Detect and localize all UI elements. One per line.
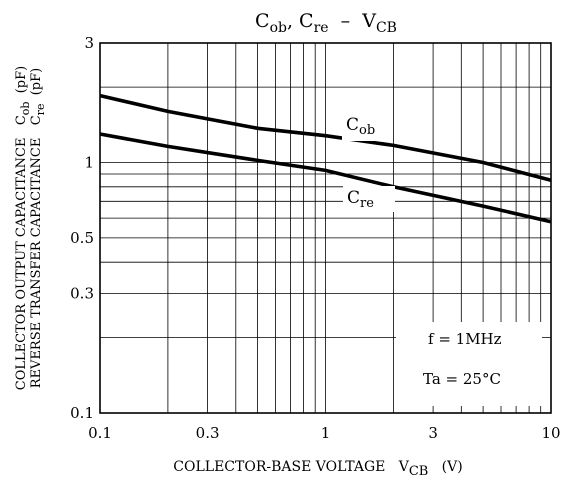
series-label-cob: Cob bbox=[346, 115, 375, 138]
cre-label-bg bbox=[343, 186, 395, 212]
x-axis-label: COLLECTOR-BASE VOLTAGE VCB (V) bbox=[173, 459, 462, 479]
x-tick-label: 0.3 bbox=[196, 424, 220, 442]
annotation-temperature: Ta = 25°C bbox=[423, 370, 501, 388]
annotation-box bbox=[396, 322, 542, 406]
y-tick-label: 0.1 bbox=[70, 404, 94, 422]
plot-frame bbox=[99, 42, 552, 414]
series-label-cre: Cre bbox=[347, 188, 374, 211]
series-line-cre bbox=[99, 132, 552, 224]
title-subscript-cb: CB bbox=[376, 20, 397, 36]
y-tick-label: 0.3 bbox=[70, 285, 94, 303]
cob-label-bg bbox=[342, 113, 390, 141]
annotation-frequency: f = 1MHz bbox=[428, 330, 502, 348]
y-axis-label-cre: REVERSE TRANSFER CAPACITANCE Cre (pF) bbox=[29, 68, 47, 388]
y-tick-label: 3 bbox=[84, 34, 94, 52]
title-subscript-ob: ob bbox=[270, 20, 287, 36]
y-tick-label: 0.5 bbox=[70, 229, 94, 247]
title-subscript-re: re bbox=[314, 20, 329, 36]
x-tick-label: 3 bbox=[428, 424, 438, 442]
x-tick-labels: 0.1 0.3 1 3 10 bbox=[88, 424, 560, 442]
x-tick-label: 0.1 bbox=[88, 424, 112, 442]
y-tick-labels: 0.1 0.3 0.5 1 3 bbox=[70, 34, 94, 422]
chart-title: Cob, Cre – VCB bbox=[255, 10, 397, 36]
y-tick-label: 1 bbox=[84, 154, 94, 172]
y-axis-label-cob: COLLECTOR OUTPUT CAPACITANCE Cob (pF) bbox=[14, 66, 32, 390]
data-curves bbox=[99, 93, 552, 224]
series-line-cob bbox=[99, 93, 552, 182]
x-tick-label: 1 bbox=[321, 424, 331, 442]
x-tick-label: 10 bbox=[541, 424, 560, 442]
